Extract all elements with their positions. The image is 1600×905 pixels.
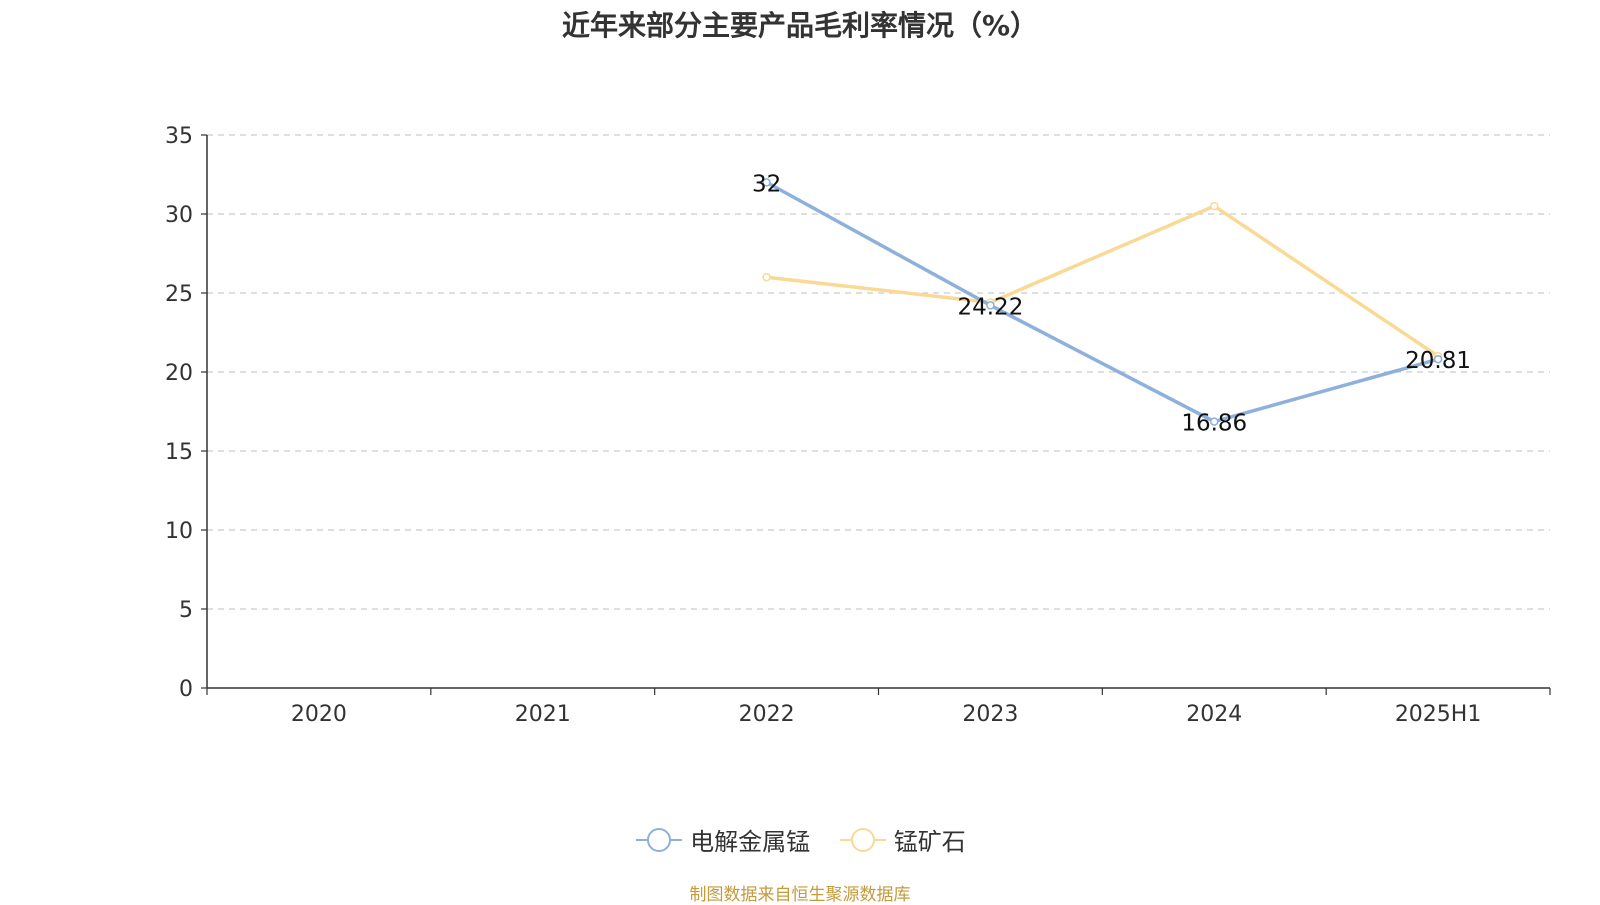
data-label: 32 <box>752 171 781 197</box>
data-point-s1-2 <box>762 272 771 282</box>
data-point-s0-5 <box>1433 354 1443 364</box>
y-tick-label: 5 <box>179 598 193 623</box>
y-tick-label: 15 <box>165 440 193 465</box>
series-line-0 <box>765 180 1439 424</box>
data-source-note: 制图数据来自恒生聚源数据库 <box>689 885 911 905</box>
legend-label: 锰矿石 <box>893 828 966 856</box>
legend: 电解金属锰 锰矿石 <box>0 822 1600 857</box>
data-label: 24.22 <box>957 294 1023 320</box>
legend-item-series-1[interactable]: 锰矿石 <box>838 822 966 857</box>
x-tick-label: 2023 <box>962 702 1018 727</box>
y-tick-label: 35 <box>165 124 193 149</box>
chart-title: 近年来部分主要产品毛利率情况（%） <box>561 9 1039 42</box>
line-chart: 0 5 10 15 20 25 30 35 2020 2021 2022 2023 2024 2025H1… <box>165 124 1551 727</box>
y-tick-label: 0 <box>179 677 193 702</box>
data-point-s0-4 <box>1210 417 1219 426</box>
legend-swatch-icon <box>839 827 886 852</box>
x-tick-label: 2021 <box>515 702 571 727</box>
x-tick-label: 2020 <box>291 702 347 727</box>
series-line-1 <box>766 204 1440 358</box>
x-tick-label: 2025H1 <box>1395 702 1482 727</box>
data-label: 16.86 <box>1181 411 1247 437</box>
y-tick-label: 20 <box>165 361 193 386</box>
data-point-s0-2 <box>762 178 771 187</box>
y-tick-label: 25 <box>165 282 193 307</box>
legend-label: 电解金属锰 <box>690 828 811 856</box>
data-label: 20.81 <box>1405 348 1471 374</box>
legend-swatch-icon <box>636 827 683 852</box>
y-tick-label: 30 <box>165 203 193 228</box>
y-tick-label: 10 <box>165 519 193 544</box>
data-point-s1-4 <box>1210 201 1219 211</box>
x-tick-label: 2024 <box>1186 702 1242 727</box>
legend-item-series-0[interactable]: 电解金属锰 <box>634 822 810 857</box>
data-point-s0-3 <box>986 301 995 310</box>
x-tick-label: 2022 <box>739 702 795 727</box>
